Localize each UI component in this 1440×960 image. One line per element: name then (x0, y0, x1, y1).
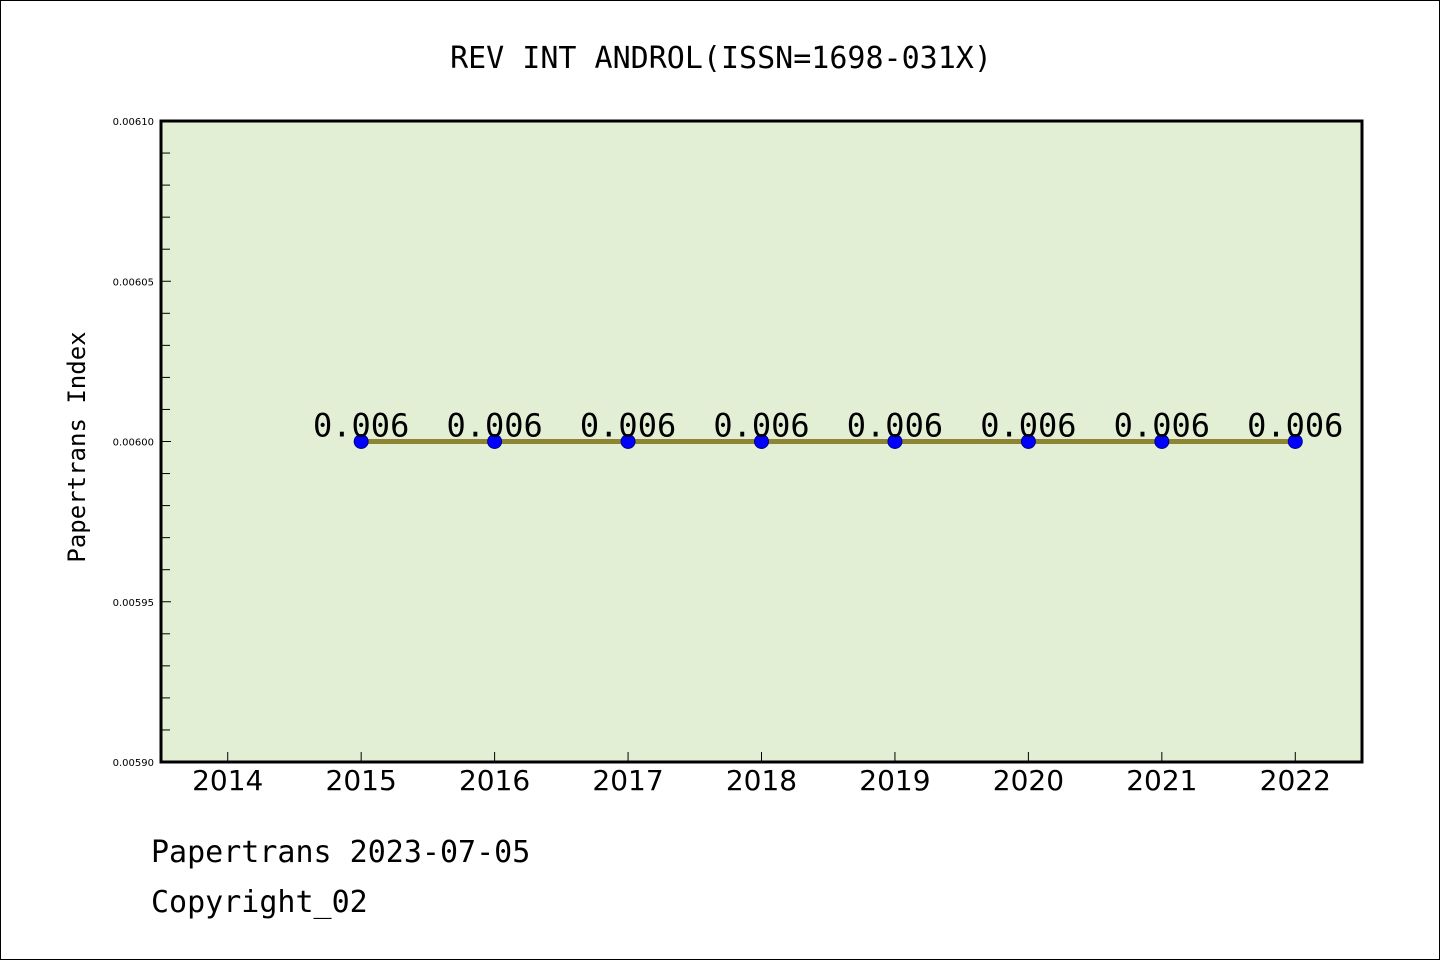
plot-frame (159, 119, 1364, 764)
data-label: 0.006 (713, 407, 809, 445)
x-tick-label: 2022 (1260, 764, 1331, 797)
data-label: 0.006 (313, 407, 409, 445)
data-label: 0.006 (847, 407, 943, 445)
y-tick-label: 0.00595 (113, 598, 154, 609)
data-point (353, 434, 369, 449)
data-point (1154, 434, 1170, 449)
data-point (887, 434, 903, 449)
x-tick-label: 2019 (859, 764, 930, 797)
data-label: 0.006 (980, 407, 1076, 445)
footer-date: Papertrans 2023-07-05 (151, 835, 531, 870)
x-tick-label: 2015 (326, 764, 397, 797)
x-tick-label: 2017 (592, 764, 663, 797)
data-point (620, 434, 636, 449)
y-axis-label: Papertrans Index (63, 331, 91, 562)
data-point (754, 434, 769, 449)
x-tick-label: 2016 (459, 764, 530, 797)
x-tick-label: 2014 (192, 764, 263, 797)
data-point (487, 434, 503, 449)
data-label: 0.006 (580, 407, 676, 445)
x-tick-label: 2018 (726, 764, 797, 797)
x-tick-label: 2020 (993, 764, 1064, 797)
y-tick-label: 0.00610 (113, 117, 154, 128)
y-tick-label: 0.00605 (113, 277, 154, 288)
data-label: 0.006 (1114, 407, 1210, 445)
chart-title: REV INT ANDROL(ISSN=1698-031X) (450, 41, 992, 76)
y-tick-label: 0.00600 (113, 438, 154, 449)
data-point (1287, 434, 1303, 449)
data-label: 0.006 (1247, 407, 1343, 445)
y-tick-label: 0.00590 (113, 758, 154, 769)
x-tick-label: 2021 (1126, 764, 1197, 797)
data-label: 0.006 (446, 407, 542, 445)
footer-copyright: Copyright_02 (151, 885, 368, 920)
data-point (1020, 434, 1036, 449)
